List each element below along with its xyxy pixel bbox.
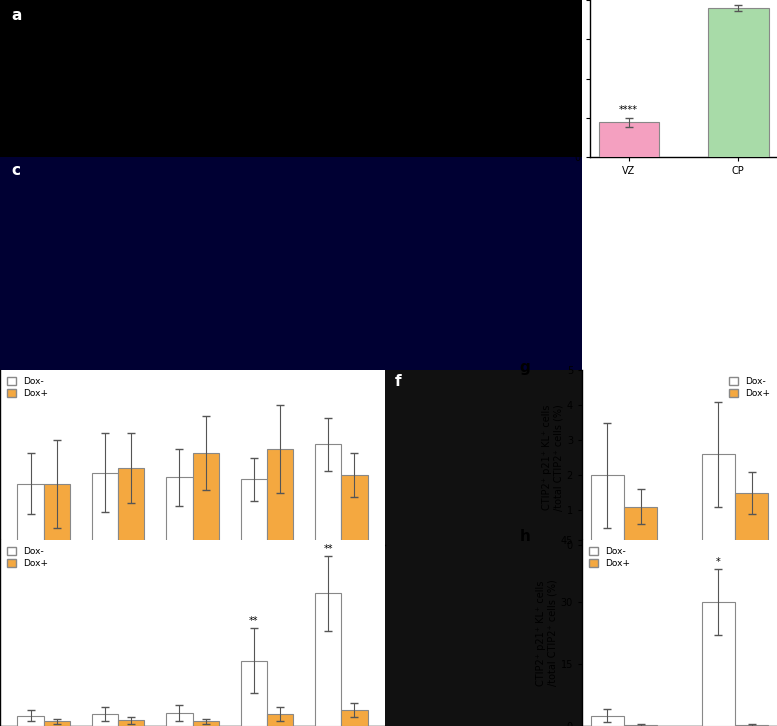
Bar [708,8,768,157]
Text: **: ** [324,544,333,554]
Bar [92,473,118,545]
Bar [702,454,735,545]
Text: a: a [12,8,22,23]
Bar [267,449,293,545]
Bar [44,722,70,726]
Bar [118,720,144,726]
Bar [341,710,368,726]
Bar [735,492,768,545]
Bar [315,444,341,545]
Y-axis label: CTIP2⁺ p21⁺ KL⁺ cells
/total CTIP2⁺ cells (%): CTIP2⁺ p21⁺ KL⁺ cells /total CTIP2⁺ cell… [542,404,564,511]
Legend: Dox-, Dox+: Dox-, Dox+ [5,375,51,401]
Bar [315,593,341,726]
Bar [598,123,659,157]
Bar [118,468,144,545]
Text: **: ** [249,616,259,626]
Bar [624,507,657,545]
Text: f: f [395,374,402,388]
Text: b: b [534,0,545,6]
Text: g: g [520,359,531,375]
Bar [341,475,368,545]
Y-axis label: CTIP2⁺ p21⁺ KL⁺ cells
/total CTIP2⁺ cells (%): CTIP2⁺ p21⁺ KL⁺ cells /total CTIP2⁺ cell… [536,579,558,686]
Text: h: h [520,529,531,544]
Bar [193,722,218,726]
Bar [241,479,267,545]
Bar [735,725,768,726]
Text: ****: **** [619,105,638,115]
Text: *: * [716,557,720,567]
Bar [18,716,44,726]
Bar [591,475,624,545]
Text: c: c [12,163,21,179]
Bar [591,716,624,726]
Bar [267,714,293,726]
Bar [166,477,193,545]
Bar [44,484,70,545]
Legend: Dox-, Dox+: Dox-, Dox+ [5,544,51,571]
Bar [166,713,193,726]
Bar [193,453,218,545]
Bar [624,725,657,726]
Y-axis label: KL⁺ cells/Hoe⁺ cells (%): KL⁺ cells/Hoe⁺ cells (%) [550,21,559,136]
Bar [241,661,267,726]
Bar [702,602,735,726]
Legend: Dox-, Dox+: Dox-, Dox+ [726,375,772,401]
Bar [92,714,118,726]
Bar [18,484,44,545]
Legend: Dox-, Dox+: Dox-, Dox+ [587,544,633,571]
